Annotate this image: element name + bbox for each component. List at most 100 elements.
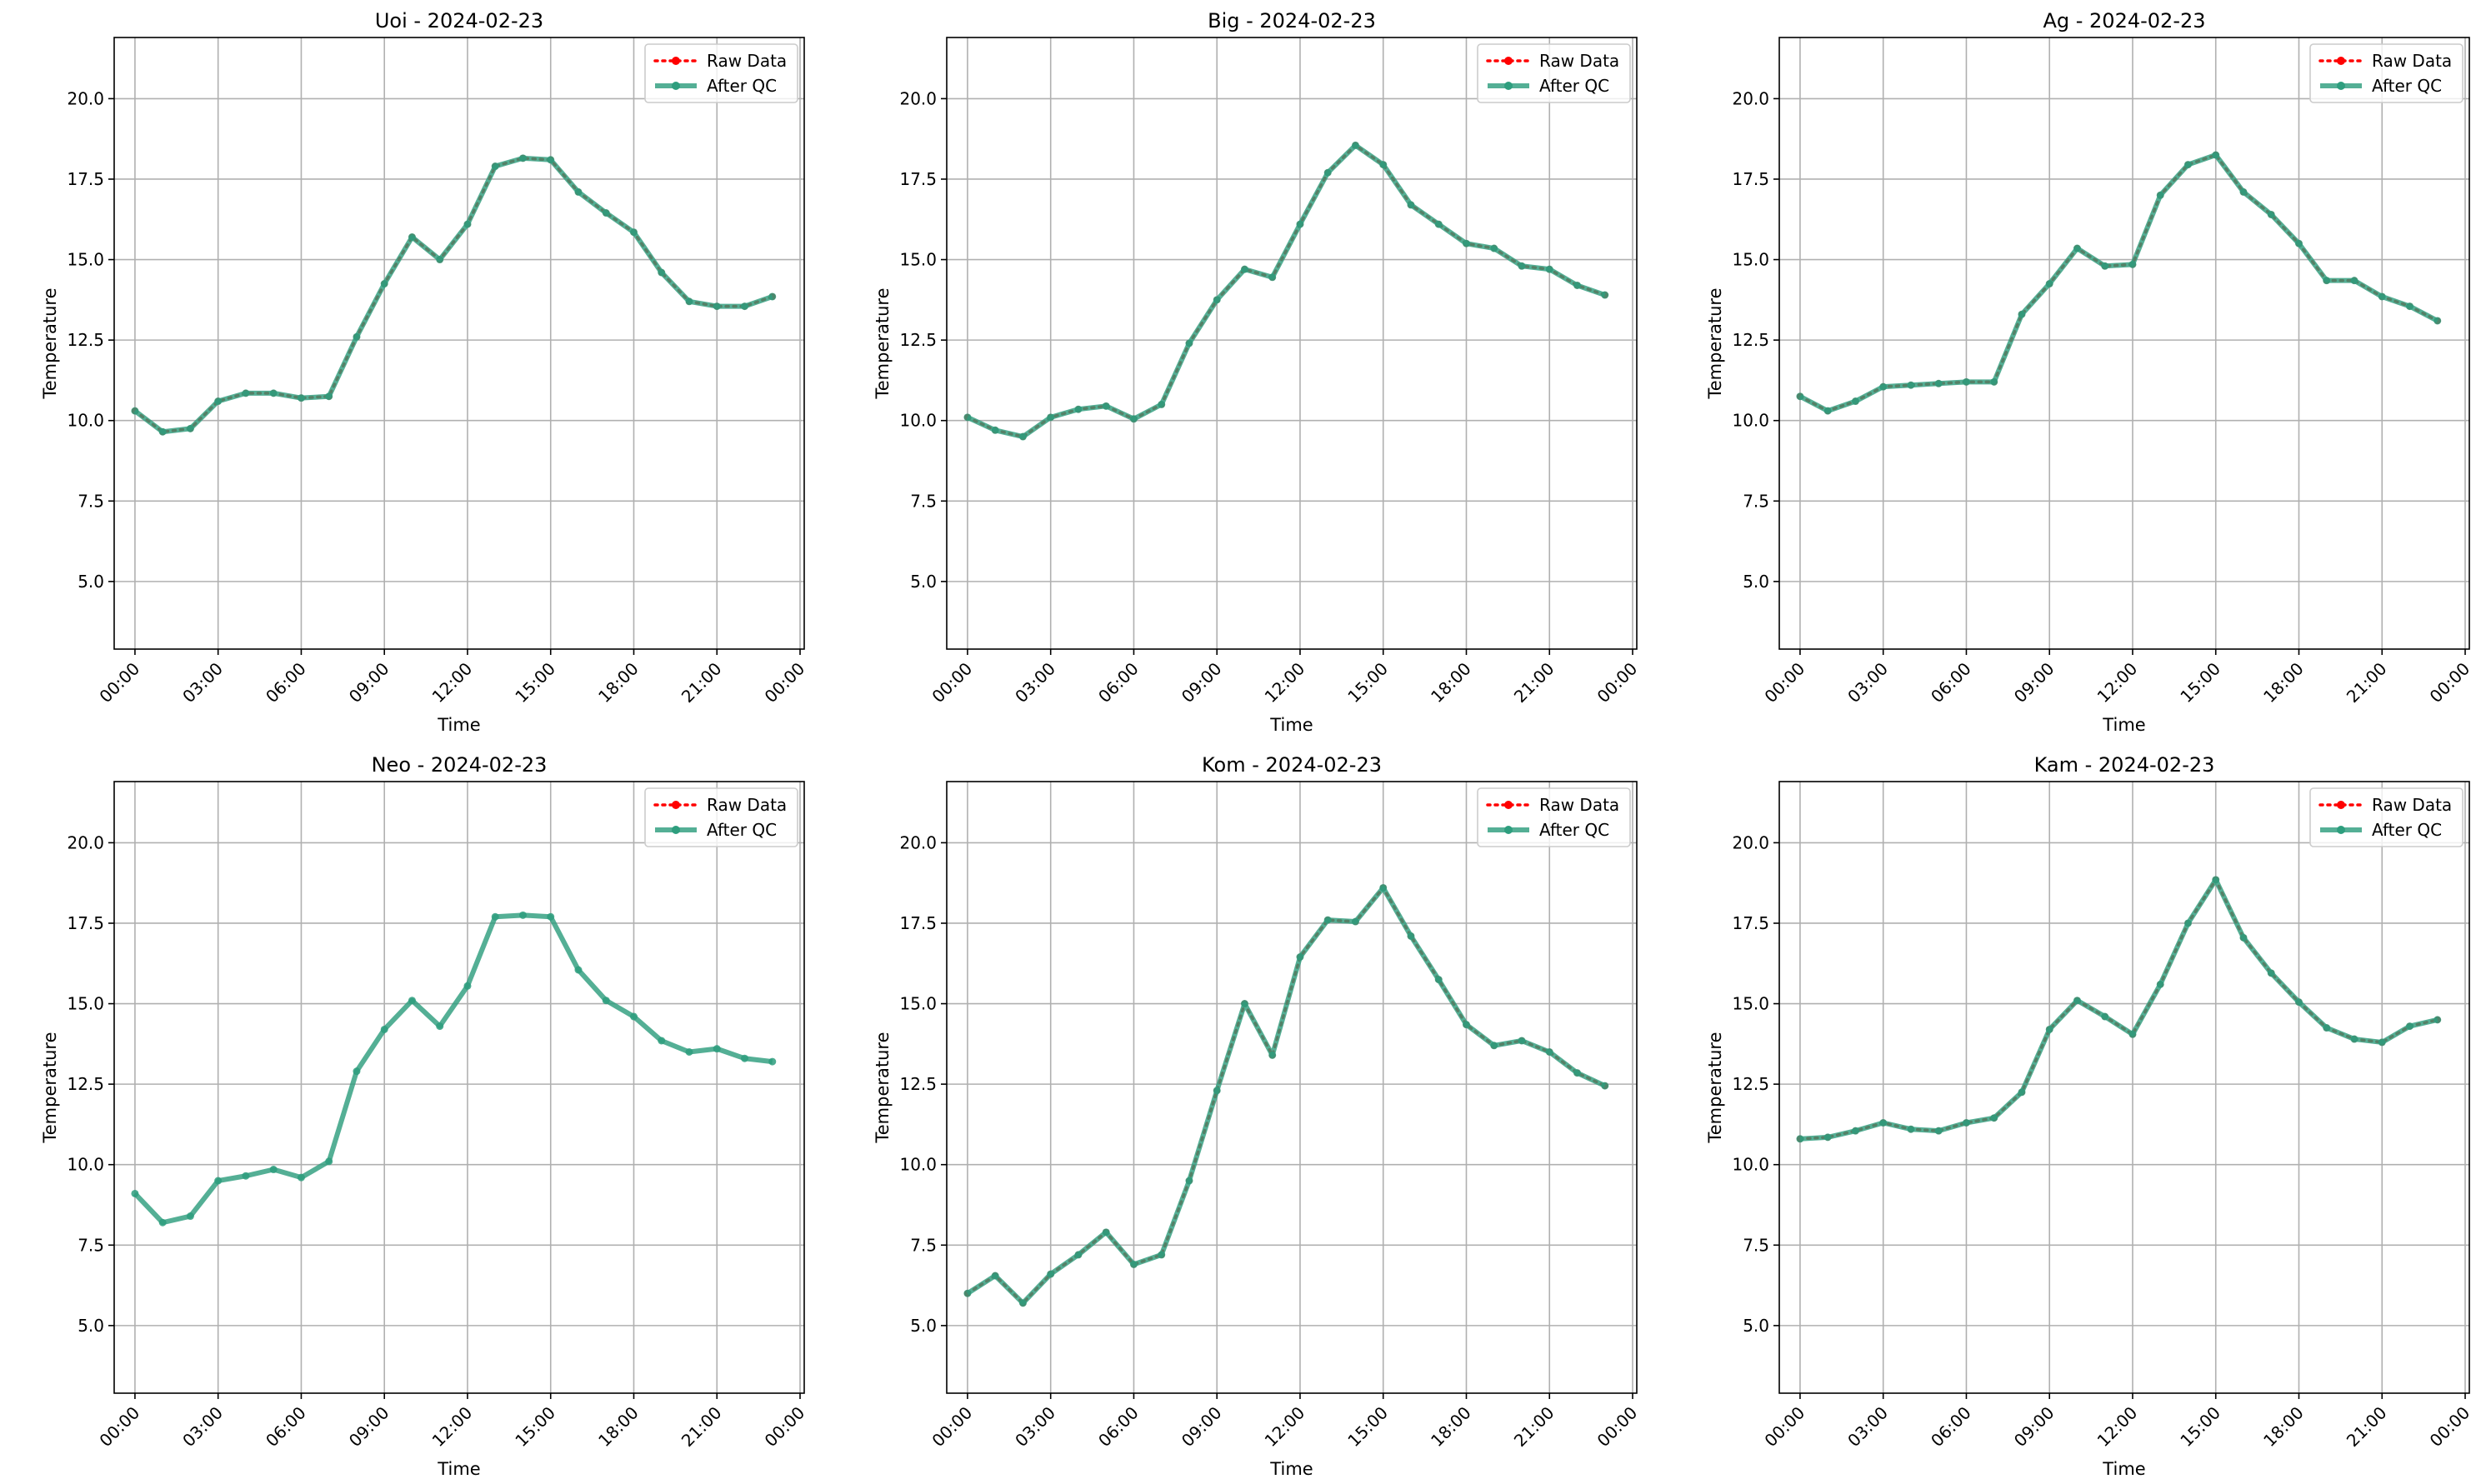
after-qc-point	[1573, 1069, 1582, 1077]
after-qc-point	[1185, 1177, 1193, 1185]
y-tick-label: 5.0	[910, 1316, 937, 1336]
x-axis-label: Time	[437, 715, 480, 735]
legend: Raw Data After QC	[644, 787, 798, 847]
after-qc-point	[2073, 997, 2081, 1005]
x-tick-label: 18:00	[1427, 1402, 1475, 1451]
after-qc-point	[963, 1289, 972, 1297]
after-qc-point	[1573, 281, 1582, 289]
after-qc-point	[408, 997, 416, 1005]
y-tick-label: 7.5	[78, 491, 104, 511]
after-qc-point	[353, 1067, 361, 1076]
after-qc-point	[2433, 1016, 2442, 1024]
legend-qc-swatch-marker	[2337, 82, 2345, 90]
x-tick-label: 09:00	[345, 658, 393, 707]
chart-panel-1: 00:00 03:00 06:00 09:00 12:00 15:00 18:00 21:00…	[40, 9, 808, 735]
x-tick-label: 12:00	[2093, 1402, 2142, 1451]
after-qc-point	[2267, 210, 2275, 218]
x-tick-label: 03:00	[1843, 1402, 1892, 1451]
after-qc-point	[1102, 402, 1110, 410]
chart-title: Neo - 2024-02-23	[372, 753, 548, 777]
after-qc-point	[269, 1166, 278, 1174]
after-qc-point	[2212, 151, 2220, 159]
x-tick-label: 15:00	[2176, 658, 2224, 707]
after-qc-point	[1129, 1260, 1138, 1268]
x-tick-label: 00:00	[2426, 658, 2474, 707]
after-qc-series	[131, 911, 777, 1227]
axes-frame	[946, 781, 1638, 1394]
after-qc-point	[574, 187, 583, 196]
after-qc-point	[158, 427, 167, 436]
x-tick-label: 21:00	[1510, 1402, 1558, 1451]
x-tick-label: 00:00	[928, 658, 976, 707]
x-tick-label: 15:00	[511, 658, 559, 707]
after-qc-line	[966, 885, 1607, 1306]
legend: Raw Data After QC	[2309, 787, 2463, 847]
legend: Raw Data After QC	[2309, 43, 2463, 103]
y-tick-label: 15.0	[899, 994, 937, 1014]
axes-frame	[113, 781, 805, 1394]
y-tick-label: 7.5	[1743, 1235, 1769, 1255]
after-qc-point	[1601, 1082, 1609, 1090]
x-tick-label: 09:00	[1178, 658, 1226, 707]
after-qc-point	[242, 1172, 250, 1180]
x-tick-label: 06:00	[262, 1402, 310, 1451]
after-qc-point	[353, 332, 361, 341]
after-qc-point	[2212, 876, 2220, 884]
legend-raw-swatch-marker	[2337, 57, 2345, 65]
x-tick-label: 12:00	[2093, 658, 2142, 707]
x-tick-label: 18:00	[2259, 658, 2308, 707]
after-qc-point	[1796, 1135, 1804, 1143]
x-tick-label: 00:00	[928, 1402, 976, 1451]
after-qc-point	[1907, 1125, 1915, 1133]
legend-qc-swatch-marker	[1504, 826, 1513, 834]
after-qc-point	[1351, 141, 1359, 149]
after-qc-point	[1851, 397, 1859, 406]
y-tick-label: 12.5	[67, 330, 104, 350]
after-qc-point	[1407, 932, 1415, 940]
x-tick-label: 15:00	[2176, 1402, 2224, 1451]
x-tick-label: 00:00	[1760, 658, 1808, 707]
raw-data-series	[963, 142, 1608, 441]
after-qc-point	[1990, 377, 1998, 386]
raw-data-line	[966, 885, 1607, 1306]
after-qc-point	[1379, 161, 1388, 169]
x-tick-label: 00:00	[95, 658, 143, 707]
legend-raw-label: Raw Data	[1539, 795, 1619, 815]
after-qc-line	[966, 142, 1606, 440]
after-qc-point	[1240, 265, 1248, 273]
after-qc-point	[2406, 302, 2414, 311]
chart-title: Uoi - 2024-02-23	[375, 9, 543, 32]
after-qc-point	[685, 1048, 693, 1057]
after-qc-point	[1962, 377, 1970, 386]
x-tick-label: 15:00	[1343, 658, 1392, 707]
after-qc-point	[1047, 1270, 1055, 1278]
legend-raw-label: Raw Data	[2372, 51, 2452, 71]
y-tick-label: 12.5	[67, 1074, 104, 1094]
after-qc-point	[2183, 919, 2192, 927]
x-tick-label: 03:00	[1011, 658, 1059, 707]
after-qc-point	[1879, 1118, 1888, 1127]
legend-raw-swatch-marker	[1504, 57, 1513, 65]
after-qc-series	[131, 154, 777, 436]
axes-frame	[1778, 37, 2470, 650]
after-qc-point	[2378, 1038, 2386, 1047]
legend-raw-label: Raw Data	[1539, 51, 1619, 71]
after-qc-point	[713, 1045, 721, 1053]
x-tick-label: 00:00	[2426, 1402, 2474, 1451]
after-qc-series	[963, 141, 1609, 441]
x-tick-label: 03:00	[1843, 658, 1892, 707]
after-qc-point	[1490, 244, 1498, 252]
y-tick-label: 5.0	[910, 572, 937, 592]
x-axis-label: Time	[437, 1459, 480, 1479]
after-qc-point	[629, 228, 638, 237]
after-qc-point	[1018, 1299, 1027, 1307]
x-tick-label: 09:00	[1178, 1402, 1226, 1451]
after-qc-point	[325, 392, 333, 401]
legend-qc-label: After QC	[2372, 820, 2442, 840]
after-qc-point	[463, 220, 472, 228]
after-qc-point	[1296, 953, 1304, 962]
after-qc-point	[2183, 161, 2192, 169]
legend-raw-label: Raw Data	[707, 795, 787, 815]
after-qc-point	[1490, 1042, 1498, 1050]
after-qc-point	[131, 407, 139, 415]
